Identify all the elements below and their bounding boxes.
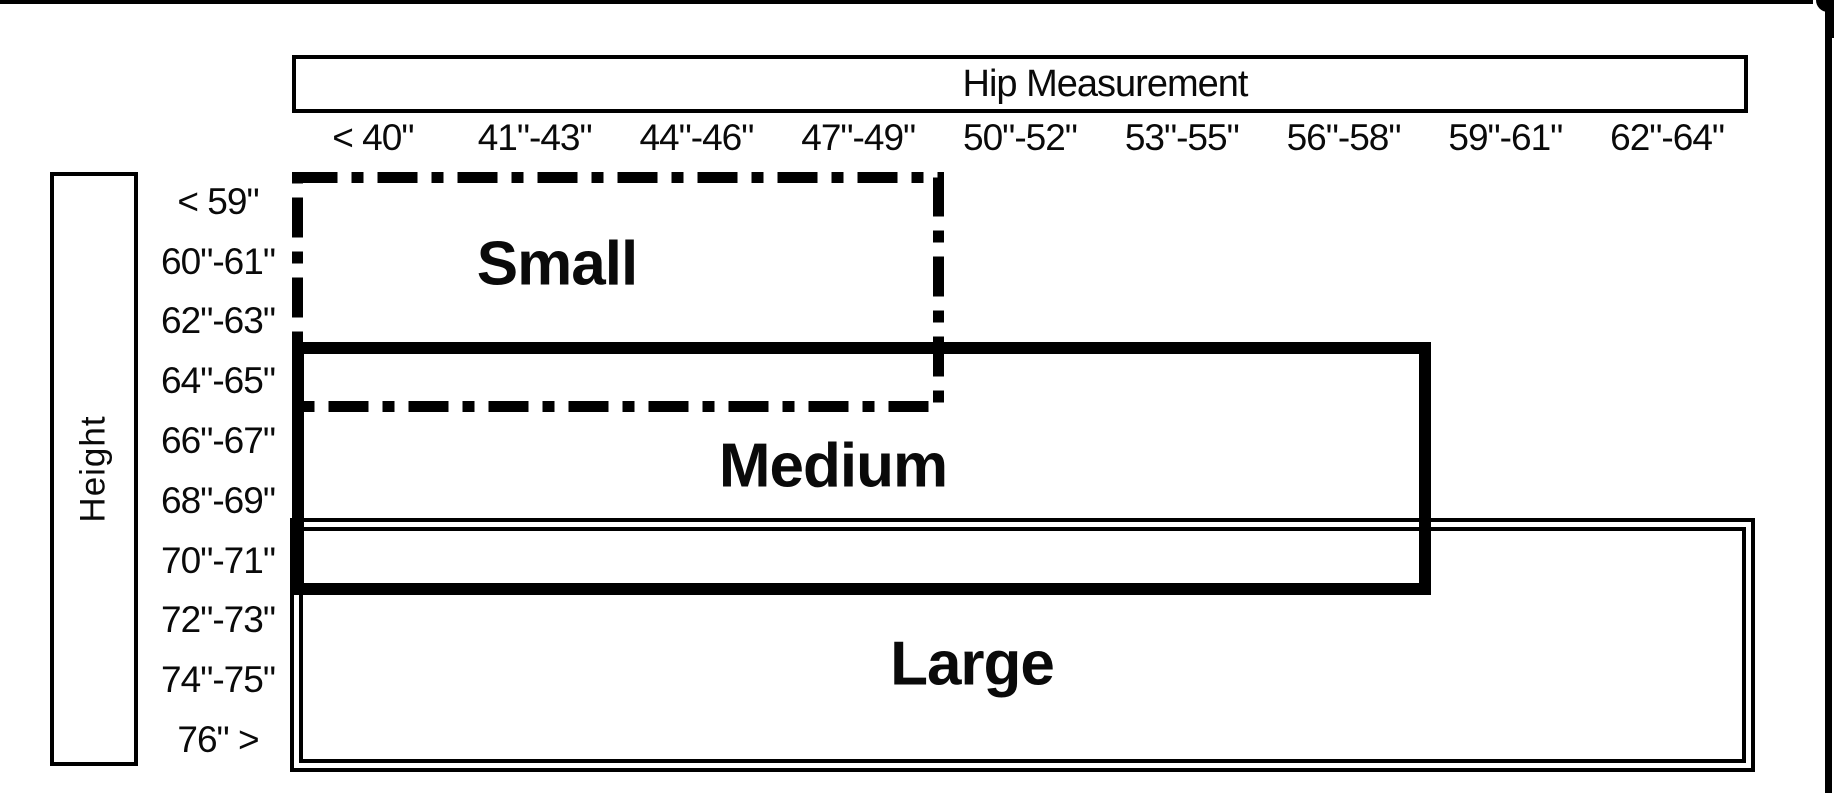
large-region-label: Large — [890, 629, 1055, 699]
screen-top-edge-line — [0, 0, 1813, 4]
hip-column-label: < 40" — [332, 117, 414, 158]
screen-corner-artifact — [1825, 0, 1834, 38]
medium-size-region — [292, 342, 1431, 595]
height-row-labels: < 59" 60"-61" 62"-63" 64"-65" 66"-67" 68… — [150, 172, 286, 770]
height-row-label: 64"-65" — [161, 360, 276, 402]
height-row-label: 68"-69" — [161, 479, 276, 521]
height-row-label: 72"-73" — [161, 599, 276, 641]
small-region-label: Small — [476, 229, 638, 299]
height-row-label: 76" > — [177, 719, 259, 761]
screen-right-edge-line — [1825, 8, 1832, 793]
height-axis-box: Height — [50, 172, 138, 766]
hip-column-label: 50"-52" — [963, 117, 1078, 158]
height-row-label: < 59" — [177, 180, 259, 222]
height-row-label: 62"-63" — [161, 300, 276, 342]
screen-corner-artifact-curve — [1816, 0, 1834, 12]
height-row-label: 60"-61" — [161, 240, 276, 282]
hip-measurement-header-box: Hip Measurement — [292, 55, 1748, 113]
medium-region-label: Medium — [718, 431, 948, 501]
small-size-region — [292, 172, 944, 412]
height-row-label: 70"-71" — [161, 539, 276, 581]
hip-column-label: 53"-55" — [1124, 117, 1240, 158]
hip-column-label: 41"-43" — [477, 117, 593, 158]
hip-column-labels: < 40" 41"-43" 44"-46" 47"-49" 50"-52" 53… — [292, 112, 1748, 164]
hip-measurement-title: Hip Measurement — [962, 62, 1249, 105]
hip-column-label: 62"-64" — [1610, 117, 1725, 158]
hip-column-label: 59"-61" — [1448, 117, 1563, 158]
hip-column-label: 47"-49" — [801, 117, 916, 158]
height-row-label: 74"-75" — [161, 659, 276, 701]
hip-column-label: 56"-58" — [1286, 117, 1402, 158]
hip-column-label: 44"-46" — [639, 117, 754, 158]
large-size-region — [290, 518, 1755, 772]
height-row-label: 66"-67" — [161, 420, 276, 462]
height-axis-label: Height — [74, 415, 114, 523]
